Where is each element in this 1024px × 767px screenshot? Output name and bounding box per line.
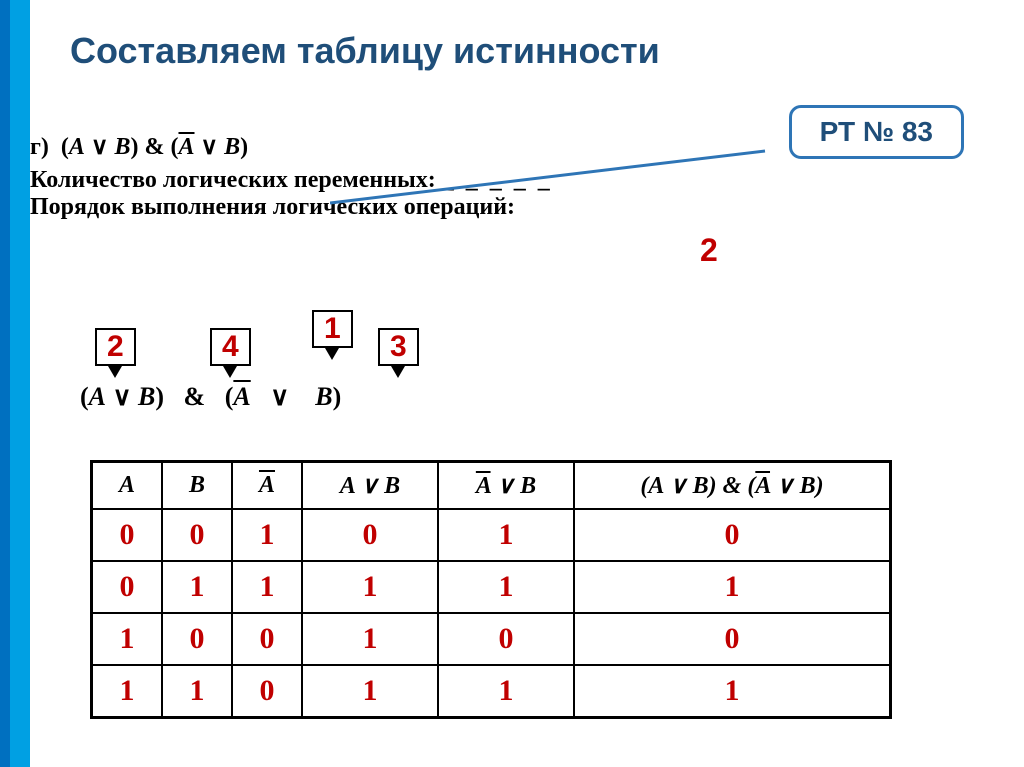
table-row: 0 0 1 0 1 0 (92, 509, 891, 561)
order-expression: (A ∨ B) & (A ∨ B) (80, 382, 341, 412)
col-header-b: B (162, 462, 232, 510)
table-row: 1 0 0 1 0 0 (92, 613, 891, 665)
cell: 1 (574, 665, 891, 718)
table-row: 1 1 0 1 1 1 (92, 665, 891, 718)
col-header-not-a: A (232, 462, 302, 510)
cell: 0 (162, 613, 232, 665)
cell: 1 (92, 613, 163, 665)
cell: 0 (232, 613, 302, 665)
problem-letter: г) (30, 134, 49, 160)
cell: 1 (232, 509, 302, 561)
cell: 0 (162, 509, 232, 561)
cell: 1 (302, 665, 438, 718)
page-title: Составляем таблицу истинности (70, 30, 1024, 72)
cell: 0 (302, 509, 438, 561)
cell: 1 (302, 561, 438, 613)
order-step-4: 4 (210, 328, 251, 366)
cell: 1 (302, 613, 438, 665)
truth-table: A B A A ∨ B A ∨ B (A ∨ B) & (A ∨ B) 0 0 … (90, 460, 892, 719)
cell: 1 (438, 561, 574, 613)
cell: 1 (574, 561, 891, 613)
col-header-result: (A ∨ B) & (A ∨ B) (574, 462, 891, 510)
cell: 0 (92, 509, 163, 561)
pointer-icon (108, 366, 122, 378)
side-stripe (0, 0, 30, 767)
table-row: 0 1 1 1 1 1 (92, 561, 891, 613)
cell: 0 (232, 665, 302, 718)
truth-table-wrap: A B A A ∨ B A ∨ B (A ∨ B) & (A ∨ B) 0 0 … (90, 460, 892, 719)
order-step-1: 1 (312, 310, 353, 348)
cell: 0 (92, 561, 163, 613)
var-count-value: 2 (700, 232, 718, 269)
cell: 0 (574, 613, 891, 665)
op-order-label: Порядок выполнения логических операций: (30, 194, 1024, 221)
pointer-icon (391, 366, 405, 378)
cell: 1 (232, 561, 302, 613)
rt-badge: РТ № 83 (789, 105, 964, 159)
slide-content: Составляем таблицу истинности (60, 0, 1024, 72)
cell: 0 (574, 509, 891, 561)
cell: 1 (438, 509, 574, 561)
cell: 1 (92, 665, 163, 718)
table-header-row: A B A A ∨ B A ∨ B (A ∨ B) & (A ∨ B) (92, 462, 891, 510)
col-header-a: A (92, 462, 163, 510)
col-header-a-or-b: A ∨ B (302, 462, 438, 510)
pointer-icon (223, 366, 237, 378)
var-count-label: Количество логических переменных: _ _ _ … (30, 167, 1024, 194)
cell: 1 (162, 665, 232, 718)
cell: 1 (162, 561, 232, 613)
order-step-3: 3 (378, 328, 419, 366)
cell: 1 (438, 665, 574, 718)
cell: 0 (438, 613, 574, 665)
pointer-icon (325, 348, 339, 360)
col-header-nota-or-b: A ∨ B (438, 462, 574, 510)
order-step-2: 2 (95, 328, 136, 366)
